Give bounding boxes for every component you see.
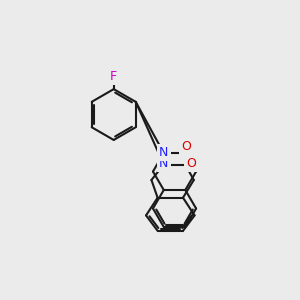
Text: N: N: [159, 146, 168, 159]
Text: N: N: [159, 157, 168, 170]
Text: O: O: [181, 140, 191, 153]
Text: F: F: [110, 70, 116, 83]
Text: O: O: [186, 157, 196, 170]
